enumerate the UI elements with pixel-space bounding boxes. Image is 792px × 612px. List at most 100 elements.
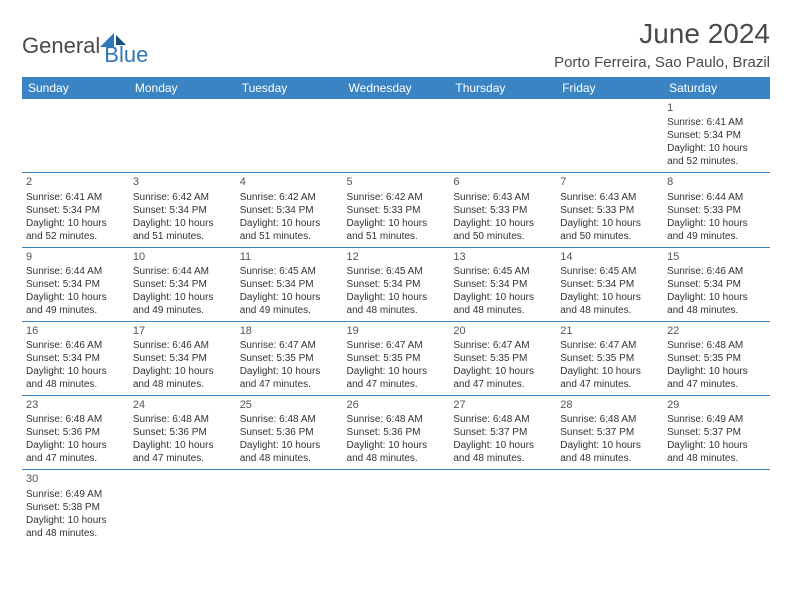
sunrise-line: Sunrise: 6:48 AM [240, 413, 339, 426]
calendar-day-cell: 2Sunrise: 6:41 AMSunset: 5:34 PMDaylight… [22, 173, 129, 247]
sunset-line: Sunset: 5:36 PM [240, 426, 339, 439]
sunset-line: Sunset: 5:37 PM [560, 426, 659, 439]
calendar-empty-cell [556, 470, 663, 544]
sunset-line: Sunset: 5:34 PM [26, 352, 125, 365]
calendar-day-cell: 6Sunrise: 6:43 AMSunset: 5:33 PMDaylight… [449, 173, 556, 247]
daylight-line: Daylight: 10 hours and 48 minutes. [26, 514, 125, 540]
calendar-week-row: 30 Sunrise: 6:49 AMSunset: 5:38 PMDayligh… [22, 470, 770, 544]
sunrise-line: Sunrise: 6:41 AM [667, 116, 766, 129]
sunset-line: Sunset: 5:34 PM [240, 204, 339, 217]
sunrise-line: Sunrise: 6:48 AM [453, 413, 552, 426]
calendar-day-cell: 19Sunrise: 6:47 AMSunset: 5:35 PMDayligh… [343, 321, 450, 395]
calendar-day-cell: 20Sunrise: 6:47 AMSunset: 5:35 PMDayligh… [449, 321, 556, 395]
day-number: 24 [133, 398, 232, 412]
sunset-line: Sunset: 5:38 PM [26, 501, 125, 514]
daylight-line: Daylight: 10 hours and 47 minutes. [133, 439, 232, 465]
sunrise-line: Sunrise: 6:45 AM [560, 265, 659, 278]
sunrise-line: Sunrise: 6:41 AM [26, 191, 125, 204]
day-number: 17 [133, 324, 232, 338]
day-header: Wednesday [343, 77, 450, 99]
day-number: 16 [26, 324, 125, 338]
day-number: 13 [453, 250, 552, 264]
day-header-row: Sunday Monday Tuesday Wednesday Thursday… [22, 77, 770, 99]
daylight-line: Daylight: 10 hours and 48 minutes. [667, 439, 766, 465]
calendar-day-cell: 5Sunrise: 6:42 AMSunset: 5:33 PMDaylight… [343, 173, 450, 247]
day-header: Friday [556, 77, 663, 99]
header: General Blue June 2024 Porto Ferreira, S… [22, 18, 770, 71]
sunrise-line: Sunrise: 6:48 AM [347, 413, 446, 426]
calendar-empty-cell [236, 99, 343, 173]
day-number: 6 [453, 175, 552, 189]
sunset-line: Sunset: 5:36 PM [347, 426, 446, 439]
sunrise-line: Sunrise: 6:44 AM [133, 265, 232, 278]
daylight-line: Daylight: 10 hours and 47 minutes. [240, 365, 339, 391]
brand-word2: Blue [104, 42, 148, 68]
day-number: 25 [240, 398, 339, 412]
day-number: 20 [453, 324, 552, 338]
sunset-line: Sunset: 5:33 PM [560, 204, 659, 217]
daylight-line: Daylight: 10 hours and 48 minutes. [560, 439, 659, 465]
calendar-day-cell: 4Sunrise: 6:42 AMSunset: 5:34 PMDaylight… [236, 173, 343, 247]
calendar-day-cell: 29Sunrise: 6:49 AMSunset: 5:37 PMDayligh… [663, 396, 770, 470]
sunrise-line: Sunrise: 6:49 AM [26, 488, 125, 501]
calendar-day-cell: 11Sunrise: 6:45 AMSunset: 5:34 PMDayligh… [236, 247, 343, 321]
sunrise-line: Sunrise: 6:43 AM [560, 191, 659, 204]
sunrise-line: Sunrise: 6:49 AM [667, 413, 766, 426]
daylight-line: Daylight: 10 hours and 49 minutes. [26, 291, 125, 317]
sunset-line: Sunset: 5:37 PM [453, 426, 552, 439]
day-number: 23 [26, 398, 125, 412]
day-number: 30 [26, 472, 125, 486]
day-number: 19 [347, 324, 446, 338]
sunrise-line: Sunrise: 6:42 AM [347, 191, 446, 204]
daylight-line: Daylight: 10 hours and 50 minutes. [453, 217, 552, 243]
day-header: Thursday [449, 77, 556, 99]
day-number: 4 [240, 175, 339, 189]
title-block: June 2024 Porto Ferreira, Sao Paulo, Bra… [554, 18, 770, 71]
calendar-table: Sunday Monday Tuesday Wednesday Thursday… [22, 77, 770, 544]
calendar-empty-cell [129, 99, 236, 173]
day-header: Saturday [663, 77, 770, 99]
sunset-line: Sunset: 5:36 PM [26, 426, 125, 439]
calendar-day-cell: 14Sunrise: 6:45 AMSunset: 5:34 PMDayligh… [556, 247, 663, 321]
sunrise-line: Sunrise: 6:46 AM [133, 339, 232, 352]
calendar-day-cell: 9Sunrise: 6:44 AMSunset: 5:34 PMDaylight… [22, 247, 129, 321]
sunset-line: Sunset: 5:34 PM [133, 278, 232, 291]
calendar-day-cell: 26Sunrise: 6:48 AMSunset: 5:36 PMDayligh… [343, 396, 450, 470]
location-subtitle: Porto Ferreira, Sao Paulo, Brazil [554, 54, 770, 71]
calendar-empty-cell [343, 470, 450, 544]
daylight-line: Daylight: 10 hours and 48 minutes. [560, 291, 659, 317]
calendar-day-cell: 25Sunrise: 6:48 AMSunset: 5:36 PMDayligh… [236, 396, 343, 470]
sunset-line: Sunset: 5:35 PM [347, 352, 446, 365]
calendar-empty-cell [663, 470, 770, 544]
sunset-line: Sunset: 5:34 PM [667, 129, 766, 142]
daylight-line: Daylight: 10 hours and 48 minutes. [133, 365, 232, 391]
sunrise-line: Sunrise: 6:46 AM [667, 265, 766, 278]
sunset-line: Sunset: 5:34 PM [133, 352, 232, 365]
daylight-line: Daylight: 10 hours and 49 minutes. [667, 217, 766, 243]
daylight-line: Daylight: 10 hours and 51 minutes. [347, 217, 446, 243]
sunrise-line: Sunrise: 6:47 AM [240, 339, 339, 352]
day-number: 8 [667, 175, 766, 189]
calendar-day-cell: 28Sunrise: 6:48 AMSunset: 5:37 PMDayligh… [556, 396, 663, 470]
sunset-line: Sunset: 5:35 PM [453, 352, 552, 365]
day-header: Tuesday [236, 77, 343, 99]
calendar-empty-cell [449, 470, 556, 544]
sunset-line: Sunset: 5:33 PM [453, 204, 552, 217]
daylight-line: Daylight: 10 hours and 50 minutes. [560, 217, 659, 243]
calendar-day-cell: 15Sunrise: 6:46 AMSunset: 5:34 PMDayligh… [663, 247, 770, 321]
sunrise-line: Sunrise: 6:48 AM [26, 413, 125, 426]
calendar-week-row: 9Sunrise: 6:44 AMSunset: 5:34 PMDaylight… [22, 247, 770, 321]
sunrise-line: Sunrise: 6:44 AM [26, 265, 125, 278]
daylight-line: Daylight: 10 hours and 47 minutes. [347, 365, 446, 391]
day-number: 5 [347, 175, 446, 189]
day-number: 26 [347, 398, 446, 412]
day-header: Monday [129, 77, 236, 99]
daylight-line: Daylight: 10 hours and 47 minutes. [453, 365, 552, 391]
daylight-line: Daylight: 10 hours and 47 minutes. [560, 365, 659, 391]
calendar-day-cell: 10Sunrise: 6:44 AMSunset: 5:34 PMDayligh… [129, 247, 236, 321]
sunset-line: Sunset: 5:35 PM [667, 352, 766, 365]
calendar-empty-cell [343, 99, 450, 173]
day-number: 11 [240, 250, 339, 264]
daylight-line: Daylight: 10 hours and 47 minutes. [667, 365, 766, 391]
sunset-line: Sunset: 5:34 PM [26, 278, 125, 291]
